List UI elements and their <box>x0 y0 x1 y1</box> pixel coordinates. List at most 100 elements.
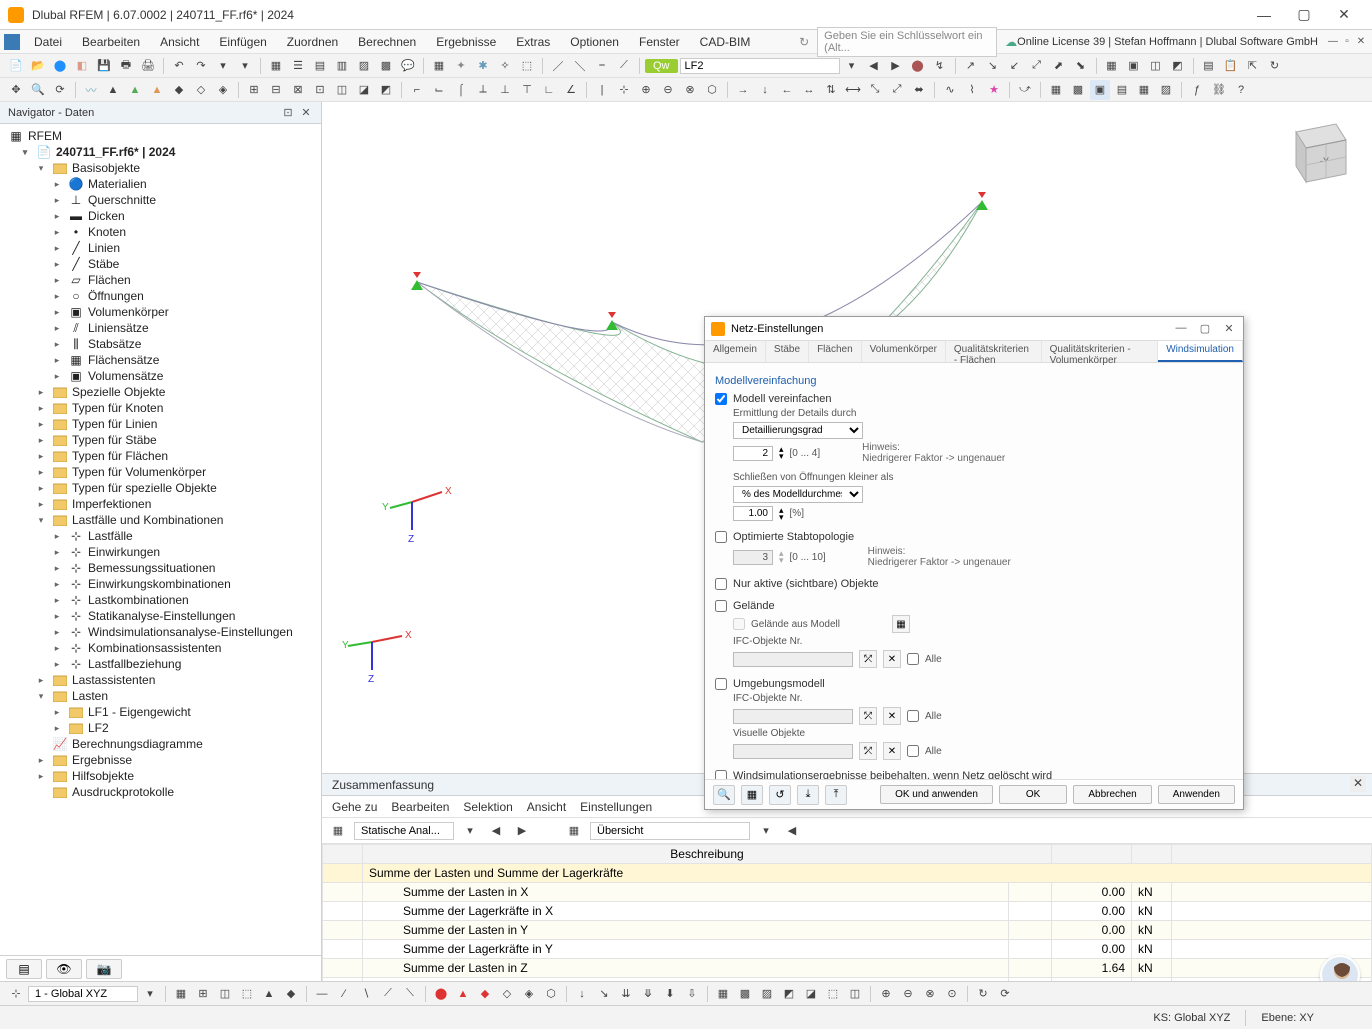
tree-typen-0[interactable]: ▸Typen für Knoten <box>0 400 321 416</box>
table-row[interactable]: Summe der Lasten in X0.00kN <box>323 883 1372 902</box>
star-icon[interactable]: ★ <box>984 80 1004 100</box>
nav-dock-icon[interactable]: ⊡ <box>281 106 295 119</box>
vsep-icon[interactable]: | <box>592 80 612 100</box>
sec7-icon[interactable]: ◩ <box>376 80 396 100</box>
tree-ergeb[interactable]: ▸Ergebnisse <box>0 752 321 768</box>
maximize-button[interactable]: ▢ <box>1284 1 1324 29</box>
m6-icon[interactable]: ⊤ <box>517 80 537 100</box>
tmenu-einst[interactable]: Einstellungen <box>580 800 652 814</box>
tree-basis-10[interactable]: ▸⫼Stabsätze <box>0 336 321 352</box>
t4-icon[interactable]: ◆ <box>169 80 189 100</box>
tab-qk-flaechen[interactable]: Qualitätskriterien - Flächen <box>946 341 1042 362</box>
results-icon[interactable]: ↯ <box>930 56 950 76</box>
overview-drop-icon[interactable]: ▾ <box>756 821 776 841</box>
sb1-icon[interactable]: ▦ <box>171 984 191 1004</box>
save2-icon[interactable]: ⤒ <box>825 785 847 805</box>
panel2-icon[interactable]: ▥ <box>332 56 352 76</box>
dialog-close-icon[interactable]: ✕ <box>1221 322 1237 335</box>
btn-cancel[interactable]: Abbrechen <box>1073 785 1151 804</box>
nav-icon[interactable]: ☰ <box>288 56 308 76</box>
subwin-min[interactable]: — <box>1326 36 1340 47</box>
r5-icon[interactable]: ⬈ <box>1049 56 1069 76</box>
sb23-icon[interactable]: ⇩ <box>682 984 702 1004</box>
prev-lf-icon[interactable]: ◀ <box>864 56 884 76</box>
help2-icon[interactable]: 🔍 <box>713 785 735 805</box>
cb-env[interactable] <box>715 678 727 690</box>
m3-icon[interactable]: ⌠ <box>451 80 471 100</box>
loadcase-badge[interactable]: Qw <box>645 59 678 73</box>
grid2-icon[interactable]: ▦ <box>1046 80 1066 100</box>
docs-icon[interactable]: ▤ <box>1199 56 1219 76</box>
undo-icon[interactable]: ↶ <box>169 56 189 76</box>
sb35-icon[interactable]: ↻ <box>973 984 993 1004</box>
cloud-sync-icon[interactable]: ↻ <box>799 35 809 49</box>
pick1-icon[interactable]: ⤱ <box>859 650 877 668</box>
print-icon[interactable]: 🖨 <box>138 56 158 76</box>
sb29-icon[interactable]: ⬚ <box>823 984 843 1004</box>
sb24-icon[interactable]: ▦ <box>713 984 733 1004</box>
dropdown-icon[interactable]: ▾ <box>460 821 480 841</box>
tree-lastkomb-2[interactable]: ▸⊹Bemessungssituationen <box>0 560 321 576</box>
menu-datei[interactable]: Datei <box>24 32 72 52</box>
new-icon[interactable]: 📄 <box>6 56 26 76</box>
nav-data-button[interactable]: ▤ <box>6 959 42 979</box>
calc-icon[interactable]: ⬤ <box>908 56 928 76</box>
sb9-icon[interactable]: ∖ <box>356 984 376 1004</box>
help-icon[interactable]: ? <box>1231 80 1251 100</box>
tree-lastkomb-7[interactable]: ▸⊹Kombinationsassistenten <box>0 640 321 656</box>
tree-imperf[interactable]: ▸Imperfektionen <box>0 496 321 512</box>
sb28-icon[interactable]: ◪ <box>801 984 821 1004</box>
menu-zuordnen[interactable]: Zuordnen <box>277 32 348 52</box>
navigator-tree[interactable]: ▦RFEM ▾📄240711_FF.rf6* | 2024 ▾Basisobje… <box>0 124 321 955</box>
m2-icon[interactable]: ⌙ <box>429 80 449 100</box>
report-icon[interactable]: 📋 <box>1221 56 1241 76</box>
filter-icon[interactable]: ▦ <box>328 821 348 841</box>
table-panel-close[interactable]: ✕ <box>1350 776 1366 792</box>
cb-alle3[interactable] <box>907 745 919 757</box>
tab-volumen[interactable]: Volumenkörper <box>862 341 946 362</box>
overview-icon[interactable]: ▦ <box>564 821 584 841</box>
table-row[interactable]: Summe der Lagerkräfte in X0.00kN <box>323 902 1372 921</box>
sb30-icon[interactable]: ◫ <box>845 984 865 1004</box>
grid-icon[interactable]: ▦ <box>429 56 449 76</box>
p8-icon[interactable]: ⬌ <box>909 80 929 100</box>
render4-icon[interactable]: ▣ <box>1090 80 1110 100</box>
tree-lastkomb-1[interactable]: ▸⊹Einwirkungen <box>0 544 321 560</box>
snap-icon[interactable]: ✦ <box>451 56 471 76</box>
render6-icon[interactable]: ▦ <box>1134 80 1154 100</box>
next-lf-icon[interactable]: ▶ <box>886 56 906 76</box>
tree-typen-5[interactable]: ▸Typen für spezielle Objekte <box>0 480 321 496</box>
render3-icon[interactable]: ▩ <box>1068 80 1088 100</box>
tree-lasten-0[interactable]: ▸LF1 - Eigengewicht <box>0 704 321 720</box>
tree-lastkomb-5[interactable]: ▸⊹Statikanalyse-Einstellungen <box>0 608 321 624</box>
pick2-icon[interactable]: ⤱ <box>859 707 877 725</box>
redo-drop-icon[interactable]: ▾ <box>235 56 255 76</box>
tree-ausdruck[interactable]: Ausdruckprotokolle <box>0 784 321 800</box>
sb32-icon[interactable]: ⊖ <box>898 984 918 1004</box>
r6-icon[interactable]: ⬊ <box>1071 56 1091 76</box>
cb-keep[interactable] <box>715 770 727 779</box>
results-table[interactable]: Beschreibung Summe der Lasten und Summe … <box>322 844 1372 983</box>
prev2-icon[interactable]: ◀ <box>782 821 802 841</box>
r3-icon[interactable]: ↙ <box>1005 56 1025 76</box>
reset-icon[interactable]: ↺ <box>769 785 791 805</box>
tree-basis-1[interactable]: ▸⊥Querschnitte <box>0 192 321 208</box>
fx-icon[interactable]: ƒ <box>1187 80 1207 100</box>
cb-active[interactable] <box>715 578 727 590</box>
tab-staebe[interactable]: Stäbe <box>766 341 809 362</box>
spin-down2[interactable]: ▾ <box>779 514 784 521</box>
sel-close[interactable]: % des Modelldurchmessers <box>733 486 863 503</box>
wizard-icon[interactable]: ◧ <box>72 56 92 76</box>
sb5-icon[interactable]: ▲ <box>259 984 279 1004</box>
cb-alle1[interactable] <box>907 653 919 665</box>
btn-apply[interactable]: Anwenden <box>1158 785 1235 804</box>
m8-icon[interactable]: ∠ <box>561 80 581 100</box>
sb33-icon[interactable]: ⊗ <box>920 984 940 1004</box>
subwin-close[interactable]: ✕ <box>1354 36 1368 47</box>
sec3-icon[interactable]: ⊠ <box>288 80 308 100</box>
q2-icon[interactable]: ⌇ <box>962 80 982 100</box>
menu-extras[interactable]: Extras <box>506 32 560 52</box>
tree-spezielle[interactable]: ▸Spezielle Objekte <box>0 384 321 400</box>
nav-view-button[interactable]: 👁 <box>46 959 82 979</box>
spin-down[interactable]: ▾ <box>779 453 784 460</box>
